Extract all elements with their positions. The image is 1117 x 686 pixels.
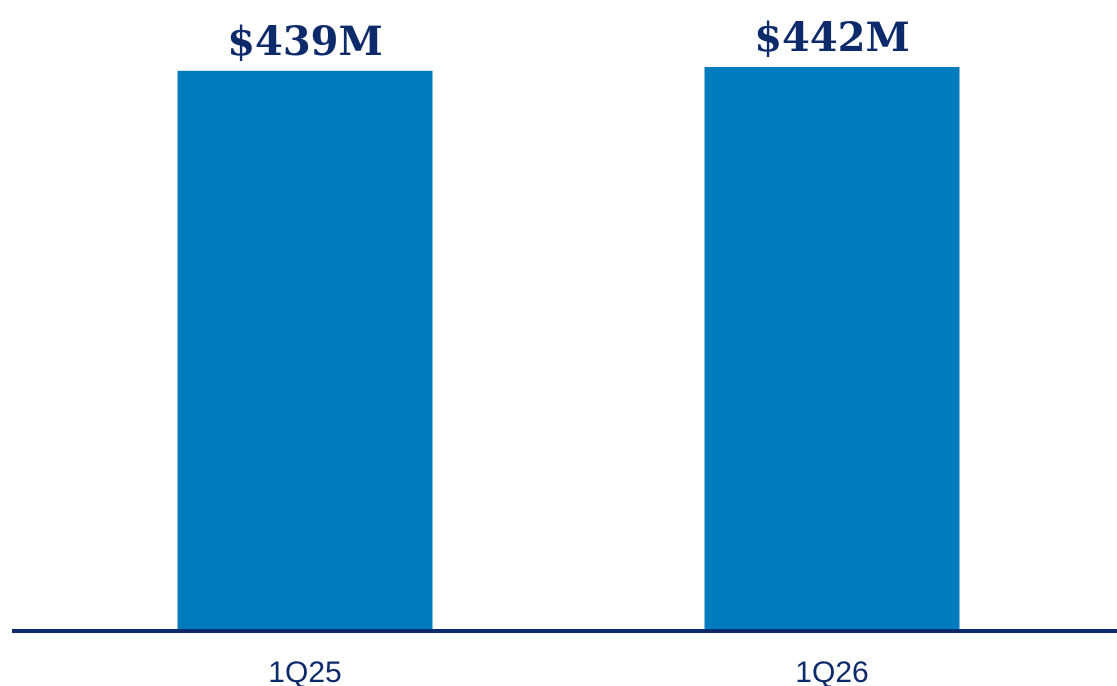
bar-1q25	[177, 70, 433, 631]
x-tick-label-1q26: 1Q26	[795, 656, 868, 686]
bars-group	[177, 67, 960, 631]
x-tick-label-1q25: 1Q25	[268, 656, 341, 686]
data-label-1q26: $442M	[754, 14, 910, 61]
data-labels-group: $439M $442M	[227, 14, 910, 65]
bar-1q26	[704, 67, 960, 631]
x-tick-labels-group: 1Q25 1Q26	[268, 656, 868, 686]
data-label-1q25: $439M	[227, 18, 383, 65]
